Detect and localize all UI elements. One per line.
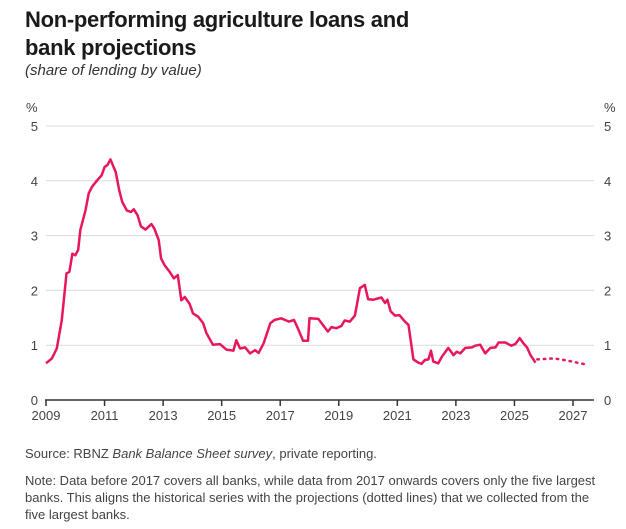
y-tick-label-left: 5 (31, 119, 38, 134)
x-tick-label: 2025 (500, 408, 529, 423)
y-unit-left: % (26, 100, 38, 115)
y-axis-left: 0 1 2 3 4 5 (31, 119, 38, 408)
x-axis: 2009 2011 2013 2015 2017 2019 2021 2023 2025 2027 (32, 399, 594, 423)
y-axis-right: 0 1 2 3 4 5 (604, 119, 611, 408)
x-tick-label: 2023 (441, 408, 470, 423)
y-tick-label-right: 1 (604, 338, 611, 353)
x-tick-label: 2019 (324, 408, 353, 423)
source-note: Source: RBNZ Bank Balance Sheet survey, … (25, 446, 377, 461)
x-tick-label: 2021 (383, 408, 412, 423)
x-tick-label: 2009 (32, 408, 61, 423)
y-tick-label-right: 3 (604, 229, 611, 244)
y-tick-label-right: 2 (604, 283, 611, 298)
x-tick-label: 2027 (559, 408, 588, 423)
x-tick-label: 2013 (149, 408, 178, 423)
y-tick-label-right: 0 (604, 393, 611, 408)
y-tick-label-right: 5 (604, 119, 611, 134)
source-prefix: Source: RBNZ (25, 446, 113, 461)
source-suffix: , private reporting. (272, 446, 377, 461)
gridlines (46, 125, 594, 346)
x-tick-label: 2017 (266, 408, 295, 423)
y-tick-label-right: 4 (604, 174, 611, 189)
y-tick-label-left: 1 (31, 338, 38, 353)
y-tick-label-left: 4 (31, 174, 38, 189)
x-tick-label: 2011 (91, 408, 119, 423)
projection-line (536, 357, 587, 366)
y-unit-right: % (604, 100, 616, 115)
chart-title: Non-performing agriculture loans and ban… (25, 7, 410, 60)
source-title: Bank Balance Sheet survey (112, 446, 273, 461)
y-tick-label-left: 0 (31, 393, 38, 408)
footnote: Note: Data before 2017 covers all banks,… (25, 473, 596, 522)
y-tick-label-left: 3 (31, 229, 38, 244)
series (45, 158, 587, 366)
y-tick-label-left: 2 (31, 283, 38, 298)
historical-line (45, 158, 537, 366)
x-tick-label: 2015 (207, 408, 236, 423)
chart-subtitle: (share of lending by value) (25, 62, 202, 79)
